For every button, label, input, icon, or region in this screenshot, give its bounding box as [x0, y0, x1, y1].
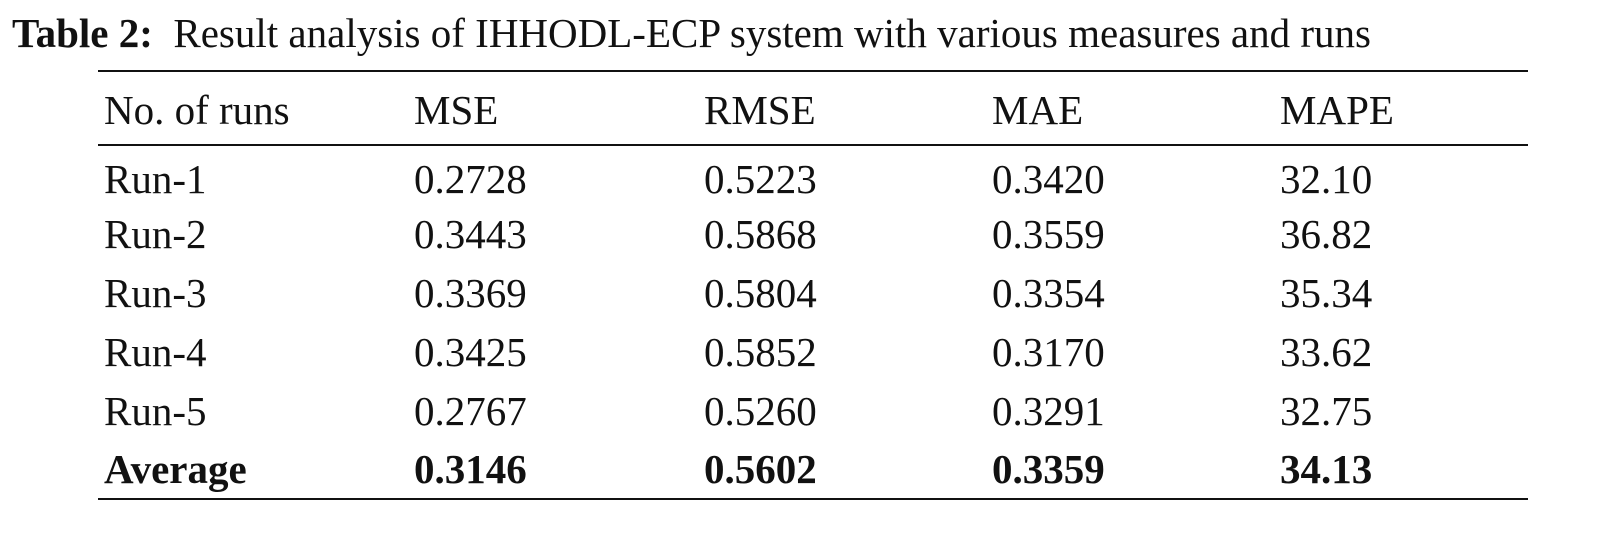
cell-mae: 0.3420: [992, 156, 1105, 202]
cell-mape: 36.82: [1280, 210, 1373, 257]
cell-rmse: 0.5868: [704, 210, 817, 257]
header-runs: No. of runs: [98, 70, 408, 146]
header-mape: MAPE: [1274, 70, 1528, 146]
table-row: Run-5 0.2767 0.5260 0.3291 32.75: [98, 381, 1528, 440]
cell-mae: 0.3354: [992, 269, 1105, 316]
cell-mae: 0.3291: [992, 387, 1105, 434]
cell-average-label: Average: [98, 440, 408, 500]
cell-mae: 0.3559: [992, 210, 1105, 257]
results-table-container: No. of runs MSE RMSE MAE MAPE Run-1 0.27…: [98, 70, 1528, 500]
table-caption-text: Result analysis of IHHODL-ECP system wit…: [173, 10, 1371, 56]
results-table: No. of runs MSE RMSE MAE MAPE Run-1 0.27…: [98, 70, 1528, 500]
cell-mse: 0.3443: [414, 210, 527, 257]
cell-rmse: 0.5260: [704, 387, 817, 434]
cell-average-mae: 0.3359: [986, 440, 1274, 500]
cell-mape: 33.62: [1280, 328, 1373, 375]
cell-mae: 0.3170: [992, 328, 1105, 375]
cell-rmse: 0.5852: [704, 328, 817, 375]
table-row: Run-2 0.3443 0.5868 0.3559 36.82: [98, 204, 1528, 263]
cell-run: Run-2: [104, 210, 207, 257]
cell-rmse: 0.5223: [704, 156, 817, 202]
table-row: Run-3 0.3369 0.5804 0.3354 35.34: [98, 263, 1528, 322]
cell-run: Run-1: [104, 156, 207, 202]
table-caption-label: Table 2:: [12, 10, 153, 56]
cell-average-mse: 0.3146: [408, 440, 698, 500]
table-caption: Table 2: Result analysis of IHHODL-ECP s…: [12, 6, 1602, 60]
table-header-row: No. of runs MSE RMSE MAE MAPE: [98, 70, 1528, 146]
cell-mse: 0.3369: [414, 269, 527, 316]
cell-mape: 32.75: [1280, 387, 1373, 434]
table-row-average: Average 0.3146 0.5602 0.3359 34.13: [98, 440, 1528, 500]
cell-mape: 35.34: [1280, 269, 1373, 316]
table-row: Run-4 0.3425 0.5852 0.3170 33.62: [98, 322, 1528, 381]
header-mse: MSE: [408, 70, 698, 146]
cell-average-mape: 34.13: [1274, 440, 1528, 500]
cell-run: Run-3: [104, 269, 207, 316]
cell-run: Run-5: [104, 387, 207, 434]
cell-mape: 32.10: [1280, 156, 1373, 202]
table-row: Run-1 0.2728 0.5223 0.3420 32.10: [98, 145, 1528, 204]
header-mae: MAE: [986, 70, 1274, 146]
cell-run: Run-4: [104, 328, 207, 375]
cell-mse: 0.2767: [414, 387, 527, 434]
cell-average-rmse: 0.5602: [698, 440, 986, 500]
header-rmse: RMSE: [698, 70, 986, 146]
cell-mse: 0.3425: [414, 328, 527, 375]
cell-mse: 0.2728: [414, 156, 527, 202]
cell-rmse: 0.5804: [704, 269, 817, 316]
